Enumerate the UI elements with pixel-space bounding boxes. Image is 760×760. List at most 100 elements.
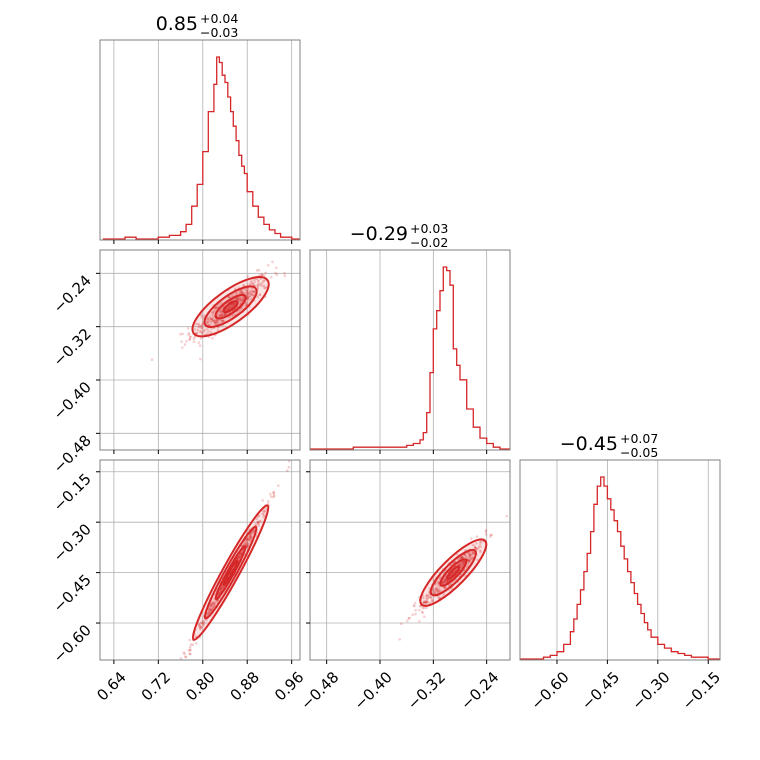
sample-point: [188, 652, 192, 655]
sample-point: [467, 558, 471, 561]
sample-point: [251, 290, 255, 294]
sample-point: [407, 617, 411, 620]
sample-point: [245, 542, 249, 545]
sample-point: [208, 609, 212, 612]
sample-point: [263, 510, 266, 513]
sample-point: [221, 586, 224, 589]
sample-point: [208, 316, 212, 319]
sample-point: [257, 279, 260, 282]
sample-point: [245, 302, 248, 306]
sample-point: [210, 317, 213, 321]
sample-point: [471, 551, 475, 554]
sample-point: [213, 601, 216, 605]
sample-point: [206, 611, 210, 614]
sample-point: [206, 317, 209, 320]
sample-point: [252, 278, 256, 281]
sample-point: [414, 608, 417, 612]
sample-point: [454, 568, 457, 572]
sample-point: [259, 520, 262, 523]
sample-point: [252, 529, 255, 533]
sample-point: [209, 320, 213, 324]
sample-point: [260, 273, 264, 277]
sample-point: [209, 608, 213, 612]
sample-point: [239, 297, 242, 300]
sample-point: [479, 549, 482, 552]
sample-point: [220, 314, 223, 318]
sample-point: [210, 603, 214, 606]
sample-point: [471, 555, 475, 559]
sample-point: [469, 557, 473, 560]
sample-point: [237, 310, 241, 313]
sample-point: [431, 599, 434, 603]
sample-point: [218, 302, 222, 306]
sample-point: [223, 312, 227, 316]
sample-point: [473, 546, 477, 550]
sample-point: [220, 319, 224, 323]
sample-point: [468, 559, 471, 562]
sample-point: [452, 570, 456, 573]
sample-point: [183, 343, 187, 346]
sample-point: [234, 287, 237, 290]
sample-point: [242, 283, 246, 287]
sample-point: [200, 621, 204, 625]
sample-point: [480, 540, 483, 543]
sample-point: [246, 295, 249, 299]
sample-point: [198, 623, 201, 626]
sample-point: [249, 536, 253, 540]
sample-point: [213, 604, 216, 608]
sample-point: [266, 264, 270, 267]
density-contour: [429, 548, 477, 597]
sample-point: [199, 627, 202, 631]
sample-point: [211, 316, 215, 319]
sample-point: [218, 590, 222, 594]
sample-point: [259, 283, 263, 286]
sample-point: [198, 626, 202, 630]
sample-point: [418, 608, 421, 612]
sample-point: [188, 649, 192, 652]
panel-title-value: −0.45: [560, 433, 618, 455]
x-tick-label: 0.88: [227, 668, 263, 704]
sample-point: [209, 604, 213, 607]
sample-point: [444, 579, 447, 582]
sample-point: [484, 529, 488, 532]
sample-point: [441, 580, 445, 584]
sample-point: [471, 543, 475, 547]
sample-point: [206, 317, 210, 321]
sample-point: [222, 319, 225, 322]
sample-point: [211, 601, 214, 605]
sample-point: [200, 324, 204, 327]
sample-point: [212, 605, 216, 608]
sample-point: [243, 542, 246, 545]
sample-point: [219, 588, 223, 592]
sample-point: [207, 330, 210, 333]
sample-point: [193, 335, 197, 339]
sample-point: [210, 603, 213, 607]
sample-point: [208, 323, 212, 327]
sample-point: [228, 305, 232, 309]
sample-point: [238, 556, 241, 559]
density-contour: [222, 300, 239, 314]
sample-point: [207, 319, 211, 322]
sample-point: [460, 562, 464, 566]
sample-point: [240, 291, 244, 295]
sample-point: [473, 544, 476, 548]
sample-point: [239, 554, 242, 557]
sample-point: [260, 273, 264, 276]
sample-point: [214, 307, 218, 311]
sample-point: [214, 319, 218, 323]
sample-point: [207, 609, 211, 612]
sample-point: [245, 293, 249, 297]
sample-point: [267, 500, 270, 503]
sample-point: [422, 600, 426, 604]
sample-point: [239, 308, 242, 312]
sample-point: [470, 537, 473, 540]
sample-point: [200, 324, 203, 327]
sample-point: [213, 603, 217, 606]
sample-point: [443, 578, 447, 581]
sample-point: [444, 586, 448, 589]
sample-point: [451, 571, 455, 575]
sample-point: [443, 579, 446, 582]
sample-point: [199, 330, 203, 333]
sample-point: [188, 338, 191, 341]
sample-point: [233, 301, 237, 305]
